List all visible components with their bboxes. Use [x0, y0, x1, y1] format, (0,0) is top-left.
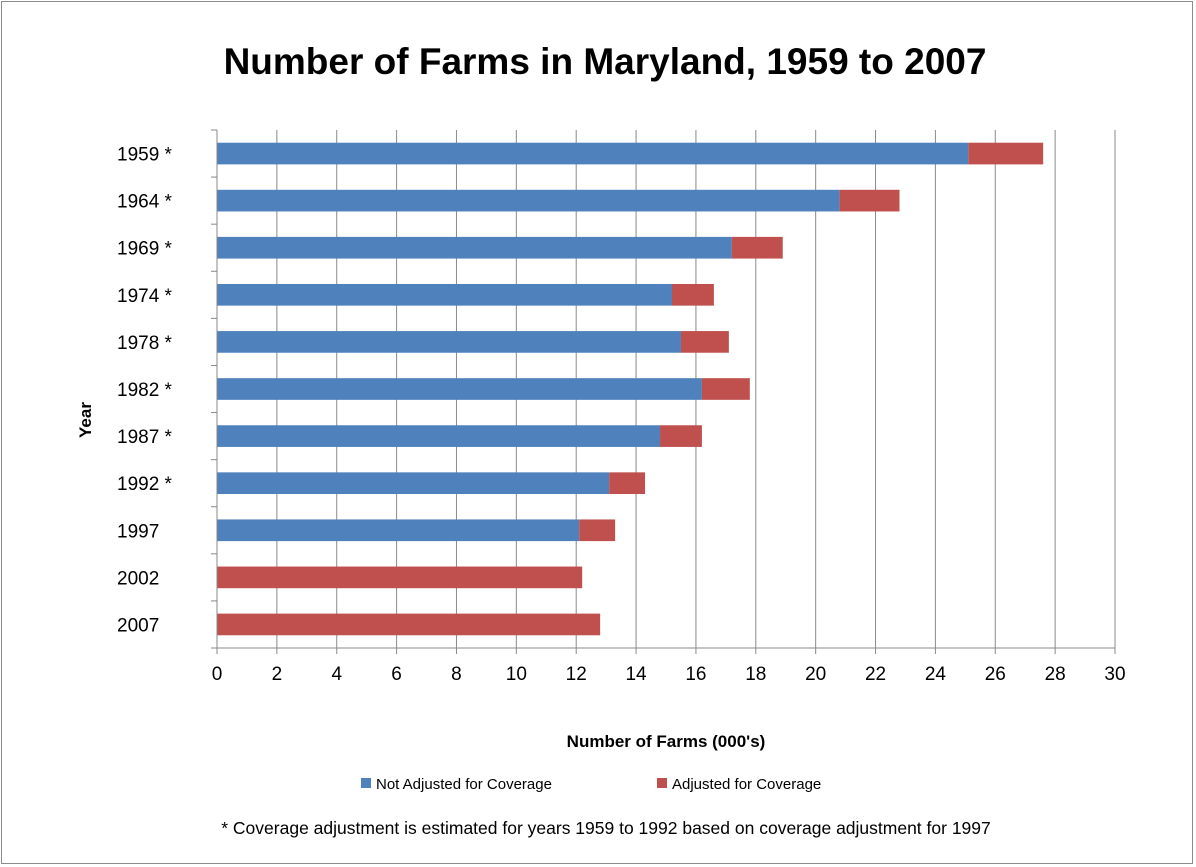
x-tick-label-20: 20: [805, 664, 826, 685]
x-tick-label-10: 10: [506, 664, 527, 685]
bar-adjusted-2002: [217, 566, 583, 589]
legend-label-not-adjusted: Not Adjusted for Coverage: [376, 776, 552, 793]
x-tick-label-30: 30: [1104, 664, 1125, 685]
y-tick-label-1969: 1969 *: [117, 239, 173, 260]
x-tick-label-2: 2: [272, 664, 283, 685]
bar-adjusted-1959: [968, 142, 1044, 165]
x-tick-label-18: 18: [745, 664, 766, 685]
y-tick-label-2002: 2002: [117, 568, 159, 589]
bar-not-adjusted-1959: [217, 142, 969, 165]
legend-swatch-not-adjusted: [361, 778, 371, 788]
y-tick-label-1978: 1978 *: [117, 333, 173, 354]
x-tick-label-22: 22: [865, 664, 886, 685]
bar-adjusted-1974: [671, 283, 714, 306]
x-tick-label-14: 14: [625, 664, 647, 685]
y-tick-label-1974: 1974 *: [117, 286, 173, 307]
y-tick-labels: 1959 * 1964 * 1969 * 1974 * 1978 * 1982 * 1987…: [117, 145, 173, 637]
legend: Not Adjusted for Coverage Adjusted for C…: [361, 776, 821, 793]
x-tick-label-8: 8: [451, 664, 462, 685]
y-tick-label-1959: 1959 *: [117, 145, 173, 166]
y-tick-label-1987: 1987 *: [117, 427, 173, 448]
bar-not-adjusted-1969: [217, 236, 732, 259]
y-tick-label-1964: 1964 *: [117, 192, 173, 213]
y-tick-label-1997: 1997: [117, 521, 159, 542]
x-tick-label-12: 12: [566, 664, 587, 685]
footnote: * Coverage adjustment is estimated for y…: [221, 818, 991, 838]
x-tick-label-24: 24: [925, 664, 947, 685]
bar-not-adjusted-1974: [217, 283, 672, 306]
bar-adjusted-2007: [217, 613, 601, 636]
x-tick-labels: 0 2 4 6 8 10 12 14 16 18 20 22 24 26 28 30: [212, 664, 1126, 685]
x-ticks: [216, 648, 1116, 654]
bar-not-adjusted-1992: [217, 472, 610, 495]
bar-not-adjusted-1978: [217, 331, 681, 353]
bar-not-adjusted-1987: [217, 425, 661, 447]
bar-adjusted-1978: [680, 331, 729, 353]
bar-adjusted-1987: [660, 425, 702, 447]
x-tick-label-26: 26: [985, 664, 1006, 685]
bar-adjusted-1992: [609, 472, 646, 495]
y-tick-label-2007: 2007: [117, 615, 159, 636]
bar-not-adjusted-1997: [217, 519, 580, 542]
bar-adjusted-1964: [839, 189, 900, 212]
x-axis-title: Number of Farms (000's): [567, 732, 766, 751]
x-tick-label-4: 4: [331, 664, 342, 685]
y-ticks: [211, 129, 217, 649]
y-axis-title: Year: [76, 402, 95, 438]
bar-adjusted-1982: [701, 378, 750, 400]
x-tick-label-0: 0: [212, 664, 223, 685]
x-tick-label-6: 6: [391, 664, 402, 685]
x-tick-label-28: 28: [1045, 664, 1066, 685]
legend-label-adjusted: Adjusted for Coverage: [672, 776, 821, 793]
bar-adjusted-1997: [579, 519, 616, 542]
bar-not-adjusted-1982: [217, 378, 702, 400]
y-tick-label-1982: 1982 *: [117, 380, 173, 401]
legend-swatch-adjusted: [657, 778, 667, 788]
x-tick-label-16: 16: [685, 664, 706, 685]
bar-not-adjusted-1964: [217, 189, 840, 212]
bar-adjusted-1969: [731, 236, 783, 259]
chart-title: Number of Farms in Maryland, 1959 to 200…: [224, 41, 987, 82]
gridlines: [276, 130, 1116, 648]
y-tick-label-1992: 1992 *: [117, 474, 173, 495]
bars: [217, 142, 1044, 636]
